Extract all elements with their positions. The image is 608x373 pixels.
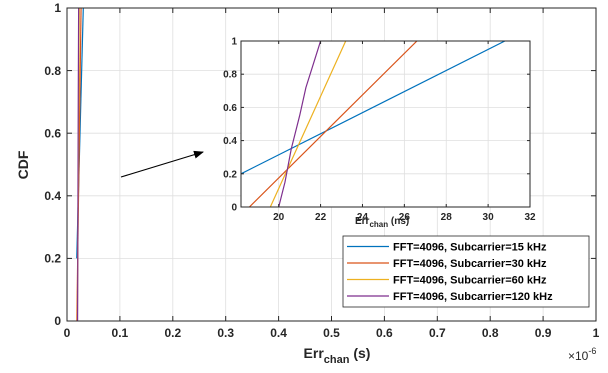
main-xtick-label: 0	[64, 326, 71, 340]
inset-xtick-label: 24	[357, 212, 369, 223]
main-ytick-label: 0.8	[44, 64, 61, 78]
inset-xtick-label: 26	[399, 212, 411, 223]
legend-entry: FFT=4096, Subcarrier=15 kHz	[347, 242, 547, 254]
main-xtick-label: 0.9	[535, 326, 552, 340]
legend-label: FFT=4096, Subcarrier=120 kHz	[393, 291, 553, 303]
main-series-group	[76, 8, 84, 321]
main-xtick-label: 0.2	[164, 326, 181, 340]
inset-ytick-label: 0.2	[223, 169, 237, 180]
legend-label: FFT=4096, Subcarrier=30 kHz	[393, 258, 547, 270]
inset-ytick-label: 0	[231, 203, 237, 214]
inset-xtick-label: 28	[441, 212, 453, 223]
inset-ytick-label: 0.6	[223, 103, 237, 114]
inset-series-line	[241, 41, 506, 175]
main-xtick-label: 0.4	[270, 326, 287, 340]
legend-label: FFT=4096, Subcarrier=60 kHz	[393, 275, 547, 287]
main-xtick-label: 0.1	[112, 326, 129, 340]
main-xlabel: Errchan (s)	[304, 345, 371, 366]
legend-entry: FFT=4096, Subcarrier=120 kHz	[347, 291, 553, 303]
inset-ytick-label: 1	[231, 37, 237, 48]
legend: FFT=4096, Subcarrier=15 kHz FFT=4096, Sub…	[342, 235, 590, 308]
main-ytick-label: 0	[54, 314, 61, 328]
main-series-line	[76, 8, 80, 321]
main-xtick-label: 0.3	[217, 326, 234, 340]
legend-label: FFT=4096, Subcarrier=15 kHz	[393, 242, 547, 254]
main-ytick-label: 0.4	[44, 189, 61, 203]
inset-xtick-label: 20	[273, 212, 285, 223]
inset-xtick-label: 32	[524, 212, 536, 223]
inset-series-group	[241, 41, 506, 207]
inset-background	[241, 41, 530, 207]
inset-axes-box	[240, 40, 531, 208]
legend-entry: FFT=4096, Subcarrier=60 kHz	[347, 275, 547, 287]
inset-xtick-label: 30	[483, 212, 495, 223]
zoom-arrow	[120, 150, 204, 178]
inset-series-line	[269, 41, 347, 207]
main-xtick-label: 0.8	[482, 326, 499, 340]
inset-xlabel: Errchan (ns)	[355, 216, 409, 229]
main-ytick-label: 1	[54, 1, 61, 15]
main-xtick-label: 0.5	[323, 326, 340, 340]
x-multiplier: ×10-6	[568, 346, 596, 363]
main-ytick-label: 0.6	[44, 126, 61, 140]
inset-ytick-label: 0.8	[223, 70, 237, 81]
inset-series-line	[278, 41, 322, 207]
main-xtick-label: 0.7	[429, 326, 446, 340]
main-ylabel: CDF	[15, 150, 31, 179]
inset-ytick-label: 0.4	[223, 136, 237, 147]
main-xtick-label: 1	[593, 326, 600, 340]
main-ytick-label: 0.2	[44, 252, 61, 266]
legend-entry: FFT=4096, Subcarrier=30 kHz	[347, 258, 547, 270]
main-xtick-label: 0.6	[376, 326, 393, 340]
inset-plot-area: 20 22 24 26 28 30 32 0 0.2 0.4 0.6 0.8 1 Errchan (ns)	[223, 37, 536, 230]
inset-xtick-label: 22	[315, 212, 327, 223]
legend-box	[342, 235, 590, 308]
inset-series-line	[248, 41, 418, 207]
